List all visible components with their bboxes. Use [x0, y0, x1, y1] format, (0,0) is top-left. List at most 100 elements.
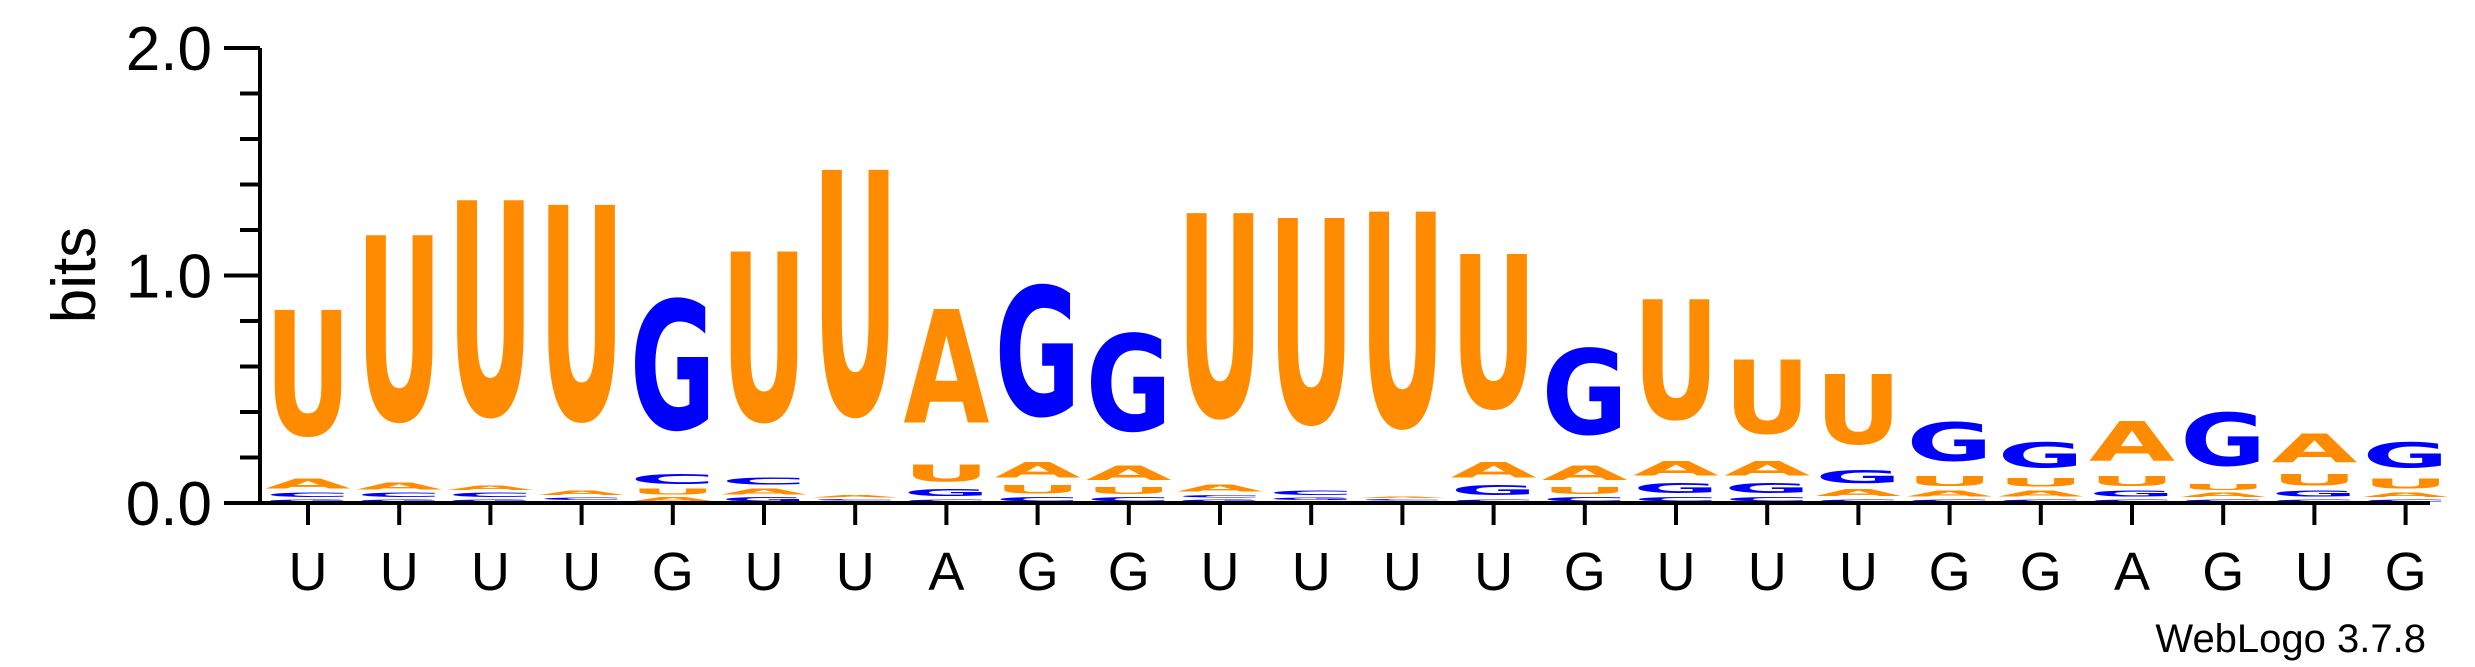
logo-letter-g: G — [1086, 308, 1172, 462]
x-tick-label: U — [1657, 542, 1696, 602]
logo-letter-a: A — [539, 489, 625, 496]
y-tick-label: 0.0 — [126, 470, 212, 539]
x-tick-label: G — [1929, 542, 1971, 602]
logo-letter-a: A — [812, 494, 898, 499]
logo-letter-a: A — [2271, 426, 2357, 471]
logo-letter-a: A — [2363, 492, 2449, 499]
logo-letter-c: C — [539, 496, 625, 501]
logo-letter-c: C — [1451, 498, 1537, 503]
logo-letter-c: C — [995, 496, 1081, 503]
logo-letter-g: G — [2180, 400, 2266, 483]
logo-letter-a: A — [356, 480, 442, 491]
logo-letter-c: C — [721, 476, 807, 487]
logo-letter-g: G — [903, 487, 989, 498]
logo-letter-u: U — [2363, 476, 2449, 492]
logo-letter-g: G — [2089, 489, 2175, 498]
logo-letter-c: C — [1268, 489, 1354, 496]
logo-letter-a: A — [1451, 458, 1537, 483]
logo-letter-u: U — [995, 483, 1081, 497]
logo-letter-a: A — [1815, 487, 1901, 498]
logo-letter-g: G — [1815, 467, 1901, 488]
logo-letter-g: G — [1451, 483, 1537, 499]
y-ticks: 0.0 1.0 2.0 — [126, 15, 260, 539]
logo-letter-u: U — [1815, 356, 1901, 467]
logo-letter-u: U — [447, 143, 533, 485]
x-tick-label: U — [1383, 542, 1422, 602]
logo-letter-c: C — [2363, 498, 2449, 503]
logo-letter-u: U — [1359, 154, 1445, 496]
x-tick-label: U — [1748, 542, 1787, 602]
logo-letter-u: U — [265, 276, 351, 476]
x-tick-label: U — [1839, 542, 1878, 602]
x-tick-label: U — [289, 542, 328, 602]
x-tick-label: U — [745, 542, 784, 602]
logo-letter-c: C — [1633, 496, 1719, 503]
logo-letter-g: G — [1177, 498, 1263, 503]
logo-letter-c: C — [1542, 496, 1628, 503]
logo-letter-a: A — [995, 458, 1081, 483]
logo-letter-c: C — [1086, 496, 1172, 503]
x-tick-label: G — [2202, 542, 2244, 602]
logo-letter-u: U — [812, 104, 898, 494]
x-tick-label: U — [2295, 542, 2334, 602]
letter-stacks: GCAUGCAUGCAUGCAUAUCGGACUGCAUCGUACUAGCUAG… — [265, 104, 2449, 503]
logo-letter-a: A — [2180, 492, 2266, 499]
logo-letter-u: U — [1724, 340, 1810, 457]
logo-letter-c: C — [356, 492, 442, 499]
logo-letter-a: A — [1724, 458, 1810, 481]
logo-letter-g: G — [995, 252, 1081, 458]
logo-letter-g: G — [356, 498, 442, 503]
logo-letter-g: G — [1998, 435, 2084, 475]
x-tick-label: G — [2385, 542, 2427, 602]
logo-letter-u: U — [539, 147, 625, 489]
x-tick-label: U — [1201, 542, 1240, 602]
logo-letter-c: C — [1177, 494, 1263, 499]
logo-letter-a: A — [1998, 489, 2084, 498]
logo-letter-c: C — [265, 492, 351, 499]
logo-letter-g: G — [1542, 327, 1628, 463]
x-tick-label: U — [836, 542, 875, 602]
logo-letter-u: U — [721, 207, 807, 476]
logo-letter-u: U — [1998, 476, 2084, 490]
x-tick-label: G — [652, 542, 694, 602]
logo-letter-u: U — [1542, 485, 1628, 496]
logo-letter-c: C — [1724, 496, 1810, 503]
logo-letter-u: U — [1633, 268, 1719, 458]
logo-letter-g: G — [2363, 435, 2449, 475]
y-tick-label: 1.0 — [126, 243, 212, 312]
y-tick-label: 2.0 — [126, 15, 212, 84]
logo-letter-c: C — [1815, 498, 1901, 503]
logo-letter-a: A — [721, 487, 807, 496]
logo-letter-a: A — [1359, 496, 1445, 498]
x-tick-label: U — [1474, 542, 1513, 602]
logo-letter-c: C — [2089, 498, 2175, 503]
logo-letter-u: U — [1907, 473, 1993, 489]
logo-letter-u: U — [903, 460, 989, 487]
logo-letter-c: C — [630, 471, 716, 487]
logo-letter-a: A — [1177, 483, 1263, 494]
logo-letter-u: U — [2089, 473, 2175, 489]
logo-letter-u: U — [1268, 163, 1354, 488]
logo-letter-u: U — [356, 185, 442, 480]
x-tick-label: G — [1564, 542, 1606, 602]
y-axis-label: bits — [40, 227, 109, 323]
x-tick-label: A — [928, 542, 964, 602]
logo-letter-c: C — [2271, 498, 2357, 503]
logo-letter-a: A — [1633, 458, 1719, 481]
logo-letter-g: G — [265, 498, 351, 503]
logo-letter-a: A — [1086, 462, 1172, 485]
logo-letter-a: A — [1907, 489, 1993, 498]
logo-letter-u: U — [2180, 483, 2266, 492]
logo-letter-a: A — [630, 496, 716, 503]
logo-letter-g: G — [1268, 496, 1354, 501]
x-tick-label: G — [1108, 542, 1150, 602]
logo-letter-c: C — [812, 498, 898, 500]
logo-letter-g: G — [2271, 489, 2357, 498]
logo-letter-u: U — [630, 487, 716, 496]
x-tick-label: U — [380, 542, 419, 602]
logo-letter-a: A — [2089, 410, 2175, 473]
logo-letter-c: C — [447, 492, 533, 499]
logo-letter-g: G — [1907, 412, 1993, 473]
